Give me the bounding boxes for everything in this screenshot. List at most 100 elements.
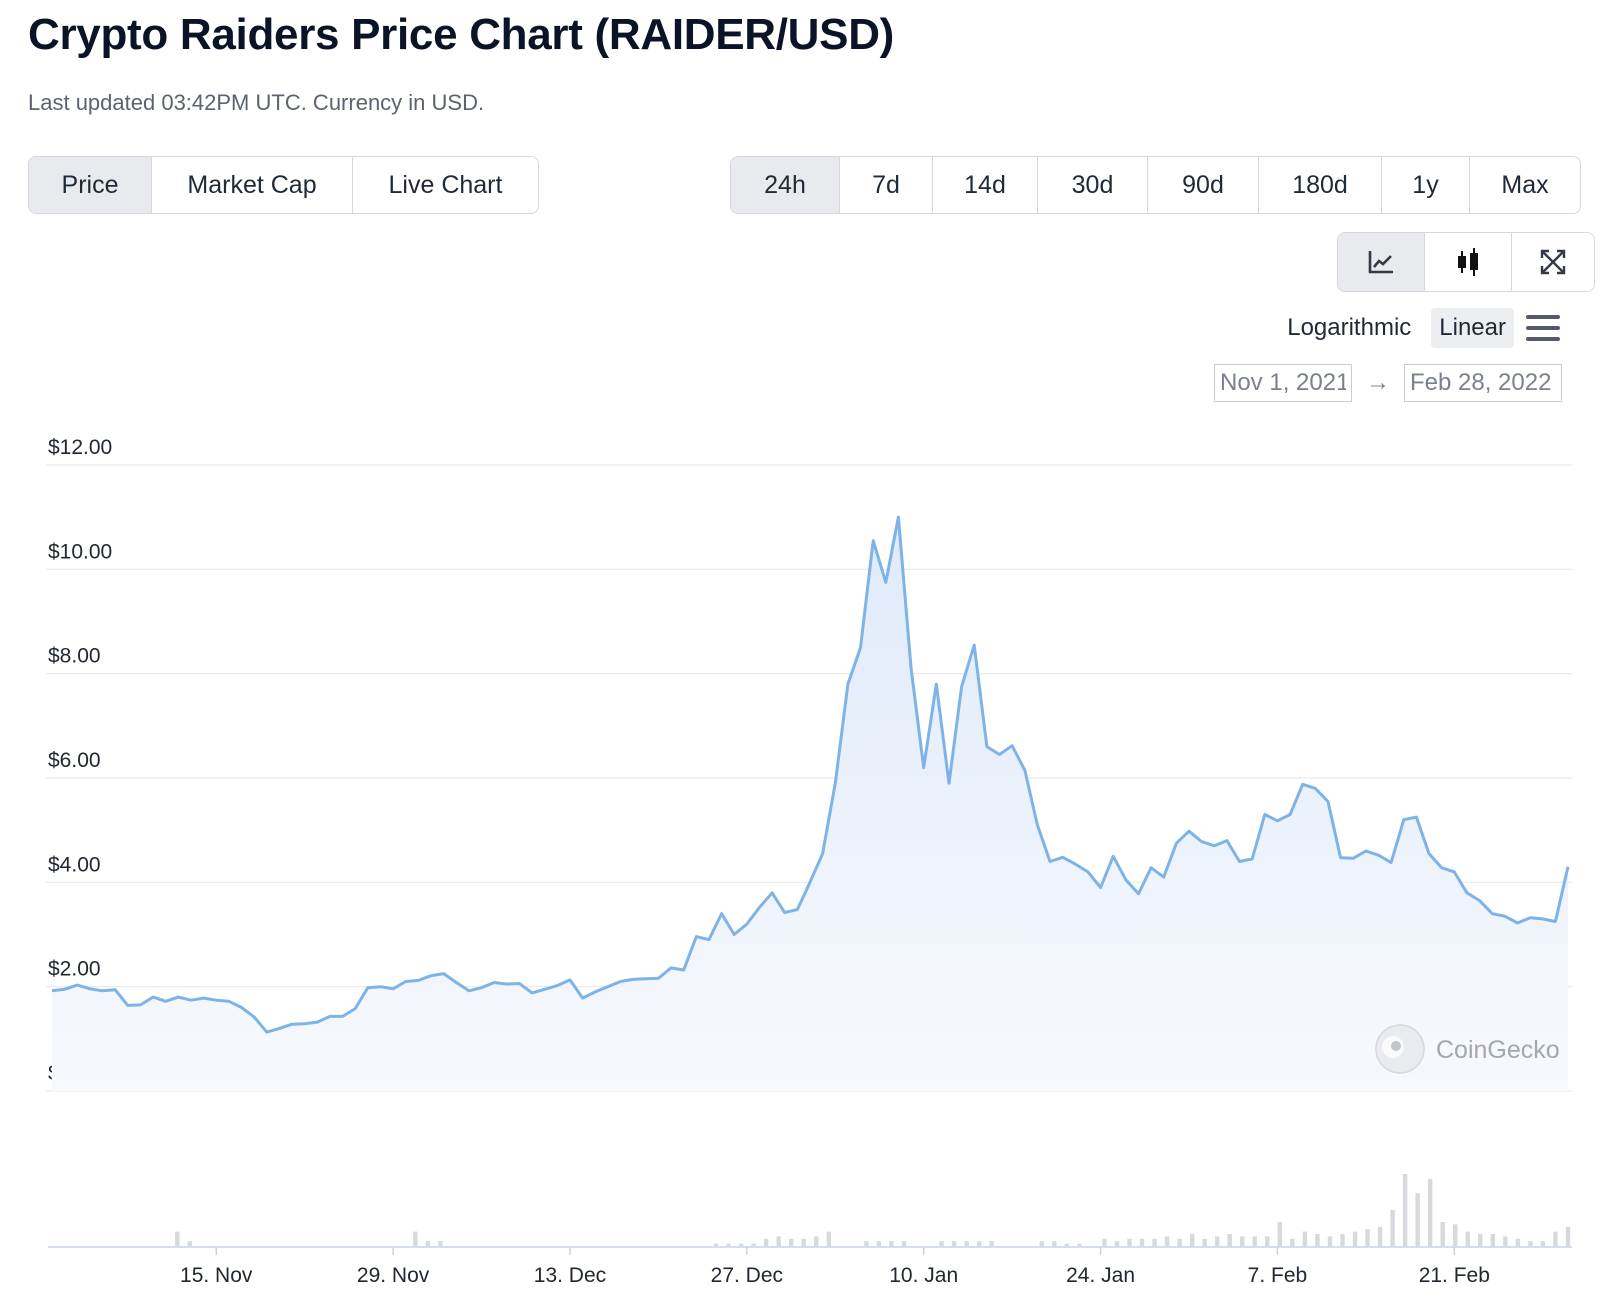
price-point <box>1111 854 1115 858</box>
price-point <box>998 753 1002 757</box>
volume-bar <box>1077 1243 1082 1246</box>
logarithmic-option[interactable]: Logarithmic <box>1287 314 1412 341</box>
price-point <box>328 1014 332 1018</box>
price-point <box>909 666 913 670</box>
price-point <box>265 1030 269 1034</box>
volume-bar <box>864 1241 869 1246</box>
price-point <box>1427 852 1431 856</box>
price-point <box>1301 782 1305 786</box>
price-point <box>138 1003 142 1007</box>
price-point <box>290 1022 294 1026</box>
price-point <box>669 966 673 970</box>
price-point <box>631 977 635 981</box>
tab-market-cap[interactable]: Market Cap <box>152 157 353 213</box>
linear-option[interactable]: Linear <box>1431 308 1514 348</box>
volume-bar <box>413 1231 418 1246</box>
line-chart-button[interactable] <box>1338 233 1425 291</box>
tab-price[interactable]: Price <box>29 157 152 213</box>
price-point <box>50 989 54 993</box>
volume-bar <box>1352 1231 1358 1246</box>
scale-toggle: Logarithmic Linear <box>1279 308 1560 348</box>
price-point <box>960 685 964 689</box>
time-range-group: 24h 7d 14d 30d 90d 180d 1y Max <box>730 156 1581 214</box>
range-max-button[interactable]: Max <box>1501 170 1549 199</box>
price-point <box>454 980 458 984</box>
x-tick-label: 27. Dec <box>711 1264 783 1287</box>
price-point <box>783 911 787 915</box>
price-point <box>1086 870 1090 874</box>
fullscreen-icon <box>1540 249 1566 275</box>
volume-bar <box>726 1243 731 1246</box>
price-point <box>88 987 92 991</box>
price-point <box>467 989 471 993</box>
watermark-label: CoinGecko <box>1436 1036 1560 1064</box>
price-point <box>922 766 926 770</box>
price-point <box>1452 870 1456 874</box>
volume-bar <box>1415 1193 1420 1246</box>
volume-bar <box>776 1236 781 1246</box>
price-point <box>745 922 749 926</box>
price-point <box>1010 744 1014 748</box>
volume-bar <box>713 1243 719 1246</box>
range-90d-button[interactable]: 90d <box>1148 157 1259 213</box>
range-14d-button[interactable]: 14d <box>933 157 1038 213</box>
arrow-right-icon: → <box>1366 369 1390 396</box>
hamburger-menu-icon[interactable] <box>1526 311 1560 345</box>
price-point <box>859 646 863 650</box>
price-point <box>896 515 900 519</box>
x-tick-label: 24. Jan <box>1066 1264 1135 1287</box>
price-point <box>151 995 155 999</box>
chart-type-group <box>1337 232 1595 292</box>
price-point <box>1136 892 1140 896</box>
volume-bar <box>1039 1241 1044 1246</box>
price-point <box>113 988 117 992</box>
price-point <box>341 1014 345 1018</box>
price-line[interactable] <box>51 515 1570 1034</box>
price-point <box>1162 875 1166 879</box>
price-point <box>1149 866 1153 870</box>
range-24h-button[interactable]: 24h <box>731 157 840 213</box>
volume-bar <box>976 1241 982 1246</box>
price-point <box>429 974 433 978</box>
volume-bar <box>1114 1241 1120 1246</box>
price-point <box>1402 818 1406 822</box>
volume-bar <box>1377 1226 1383 1246</box>
price-point <box>1023 768 1027 772</box>
range-30d-button[interactable]: 30d <box>1038 157 1148 213</box>
volume-bar <box>1515 1238 1521 1246</box>
price-point <box>252 1015 256 1019</box>
date-to-input[interactable] <box>1404 364 1562 402</box>
range-180d-button[interactable]: 180d <box>1259 157 1382 213</box>
x-tick-label: 15. Nov <box>180 1264 253 1287</box>
price-point <box>1212 844 1216 848</box>
price-point <box>240 1006 244 1010</box>
range-1y-button[interactable]: 1y <box>1382 157 1470 213</box>
volume-bar <box>751 1243 756 1246</box>
price-point <box>1200 840 1204 844</box>
price-point <box>947 781 951 785</box>
price-point <box>593 990 597 994</box>
price-point <box>315 1020 319 1024</box>
price-point <box>1553 919 1557 923</box>
y-tick-label: $8.00 <box>48 645 101 668</box>
price-point <box>1187 829 1191 833</box>
price-point <box>833 781 837 785</box>
fullscreen-button[interactable] <box>1512 233 1594 291</box>
volume-bar <box>789 1238 794 1246</box>
coingecko-watermark: CoinGecko <box>1375 1024 1560 1074</box>
volume-bar <box>1565 1226 1571 1246</box>
price-point <box>126 1003 130 1007</box>
volume-bar <box>876 1241 882 1246</box>
price-point <box>1048 859 1052 863</box>
x-axis-labels: 15. Nov 29. Nov 13. Dec 27. Dec 10. Jan 24. J… <box>180 1247 1490 1287</box>
volume-bar <box>1540 1241 1546 1246</box>
date-from-input[interactable] <box>1214 364 1352 402</box>
tab-live-chart[interactable]: Live Chart <box>388 170 503 199</box>
candlestick-button[interactable] <box>1425 233 1512 291</box>
price-point <box>707 938 711 942</box>
price-point <box>1061 855 1065 859</box>
range-7d-button[interactable]: 7d <box>840 157 933 213</box>
price-point <box>972 643 976 647</box>
price-point <box>732 933 736 937</box>
volume-bar <box>939 1241 944 1246</box>
